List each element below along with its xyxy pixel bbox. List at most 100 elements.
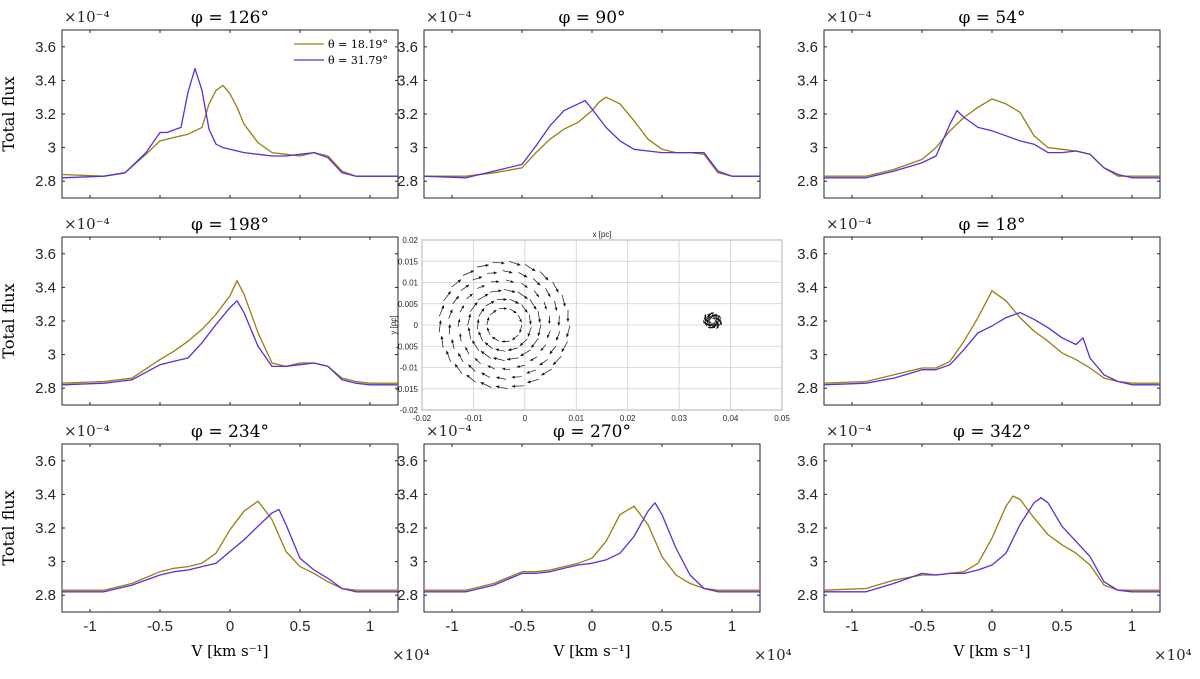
vector-arrowhead xyxy=(519,342,524,346)
subplot-title: φ = 18° xyxy=(958,215,1025,235)
vector-arrowhead xyxy=(459,333,462,337)
subplot-0: 2.8 3 3.2 3.4 3.6 ×10⁻⁴ φ = 126° Total flux θ = … xyxy=(0,8,399,199)
vector-arrowhead xyxy=(527,380,531,384)
series-line-1 xyxy=(61,67,398,179)
y-tick-label: 3.2 xyxy=(797,520,818,537)
vector-arrowhead xyxy=(496,280,499,284)
subplot-title: φ = 342° xyxy=(953,422,1031,442)
vector-arrowhead xyxy=(465,284,470,288)
y-multiplier: ×10⁻⁴ xyxy=(826,422,872,440)
y-tick-label: 2.8 xyxy=(35,380,56,397)
vector-arrowhead xyxy=(536,293,539,297)
vector-arrowhead xyxy=(493,310,497,313)
x-tick-label: -0.5 xyxy=(509,618,535,635)
vector-arrowhead xyxy=(472,340,476,344)
y-tick-label: 3.4 xyxy=(397,72,418,89)
vector-arrowhead xyxy=(466,374,470,378)
x-tick-label: 1 xyxy=(366,618,374,635)
x-tick-label: 0.5 xyxy=(290,618,311,635)
series-line-1 xyxy=(824,497,1160,593)
vector-arrowhead xyxy=(566,333,569,338)
y-tick-label: 3.6 xyxy=(35,39,56,56)
x-multiplier: ×10⁴ xyxy=(392,646,430,664)
vector-arrowhead xyxy=(451,339,455,343)
vector-arrowhead xyxy=(528,321,532,325)
y-tick-label: 3.4 xyxy=(35,72,56,89)
x-tick-label: 0 xyxy=(988,618,996,635)
legend-label: θ = 18.19° xyxy=(328,38,388,51)
vector-arrowhead xyxy=(547,334,550,338)
vector-arrowhead xyxy=(515,300,519,304)
x-tick-label: -0.5 xyxy=(147,618,173,635)
y-tick-label: 2.8 xyxy=(397,173,418,190)
subplot-2: 2.8 3 3.2 3.4 3.6 ×10⁻⁴ φ = 54° xyxy=(797,8,1161,199)
legend-label: θ = 31.79° xyxy=(328,54,388,67)
y-tick-label: 3.4 xyxy=(797,486,818,503)
vector-arrowhead xyxy=(501,261,505,265)
vector-arrowhead xyxy=(531,268,536,271)
y-tick-label: 3.6 xyxy=(35,453,56,470)
vector-arrowhead xyxy=(716,321,719,325)
x-tick-label: -1 xyxy=(445,618,458,635)
vector-arrowhead xyxy=(503,298,507,301)
y-multiplier: ×10⁻⁴ xyxy=(64,422,110,440)
vector-arrowhead xyxy=(486,327,490,331)
vector-arrowhead xyxy=(712,325,715,328)
series-line-0 xyxy=(823,495,1160,591)
vector-arrowhead xyxy=(553,361,557,365)
vector-arrowhead xyxy=(441,305,445,309)
vector-arrowhead xyxy=(536,282,541,286)
vector-arrowhead xyxy=(545,276,549,281)
vector-arrowhead xyxy=(703,320,706,324)
series-line-1 xyxy=(823,311,1160,386)
vector-arrowhead xyxy=(503,307,507,310)
subplot-title: φ = 90° xyxy=(558,8,625,28)
y-tick-label: 2.8 xyxy=(797,173,818,190)
y-tick-label: 3.2 xyxy=(797,106,818,123)
vector-arrowhead xyxy=(440,335,444,340)
vector-arrowhead xyxy=(718,315,721,318)
y-tick-label: 3 xyxy=(48,140,56,157)
y-tick-label: 3.6 xyxy=(397,453,418,470)
vector-arrowhead xyxy=(510,280,514,283)
y-tick-label: 3.2 xyxy=(797,313,818,330)
vector-arrowhead xyxy=(540,347,544,351)
y-tick-label: 3.4 xyxy=(35,279,56,296)
subplot-1: 2.8 3 3.2 3.4 3.6 ×10⁻⁴ φ = 90° xyxy=(397,8,761,199)
vector-arrowhead xyxy=(716,326,719,329)
subplot-6: -1 -0.5 0 0.5 1 2.8 3 3.2 3.4 3.6 ×10⁻⁴ φ = 234° Tot… xyxy=(0,422,430,664)
vector-arrowhead xyxy=(481,372,485,376)
subplot-8: -1 -0.5 0 0.5 1 2.8 3 3.2 3.4 3.6 ×10⁻⁴ φ = 342° V [… xyxy=(797,422,1192,664)
y-tick-label: 0.02 xyxy=(402,236,418,245)
y-tick-label: 3.6 xyxy=(797,453,818,470)
vector-arrowhead xyxy=(708,313,712,316)
vector-arrowhead xyxy=(508,348,512,352)
vector-arrowhead xyxy=(481,308,485,312)
vector-arrowhead xyxy=(467,327,471,331)
subplot-3: 2.8 3 3.2 3.4 3.6 ×10⁻⁴ φ = 198° Total flux xyxy=(0,215,399,406)
vector-arrowhead xyxy=(507,357,511,361)
y-tick-label: 3.6 xyxy=(397,39,418,56)
y-tick-label: 3.2 xyxy=(35,106,56,123)
vector-arrowhead xyxy=(484,342,489,346)
y-tick-label: 3.6 xyxy=(797,246,818,263)
vector-arrowhead xyxy=(455,296,459,300)
x-axis-label: V [km s⁻¹] xyxy=(952,642,1030,660)
x-tick-label: 0 xyxy=(588,618,596,635)
vector-arrowhead xyxy=(538,319,541,323)
y-tick-label: 2.8 xyxy=(35,587,56,604)
y-tick-label: 3.2 xyxy=(35,313,56,330)
series-line-1 xyxy=(61,300,398,386)
vector-arrowhead xyxy=(511,375,515,379)
y-tick-label: 0 xyxy=(414,321,419,330)
vector-arrowhead xyxy=(562,303,566,307)
vector-arrowhead xyxy=(711,312,714,315)
vector-arrowhead xyxy=(509,270,513,274)
vector-arrowhead xyxy=(516,365,520,368)
x-axis-label: x [pc] xyxy=(592,230,611,239)
vector-arrowhead xyxy=(520,353,524,356)
vector-arrowhead xyxy=(458,353,462,357)
y-tick-label: 0.005 xyxy=(398,300,419,309)
vector-arrowhead xyxy=(511,384,516,388)
vector-arrowhead xyxy=(495,348,499,352)
